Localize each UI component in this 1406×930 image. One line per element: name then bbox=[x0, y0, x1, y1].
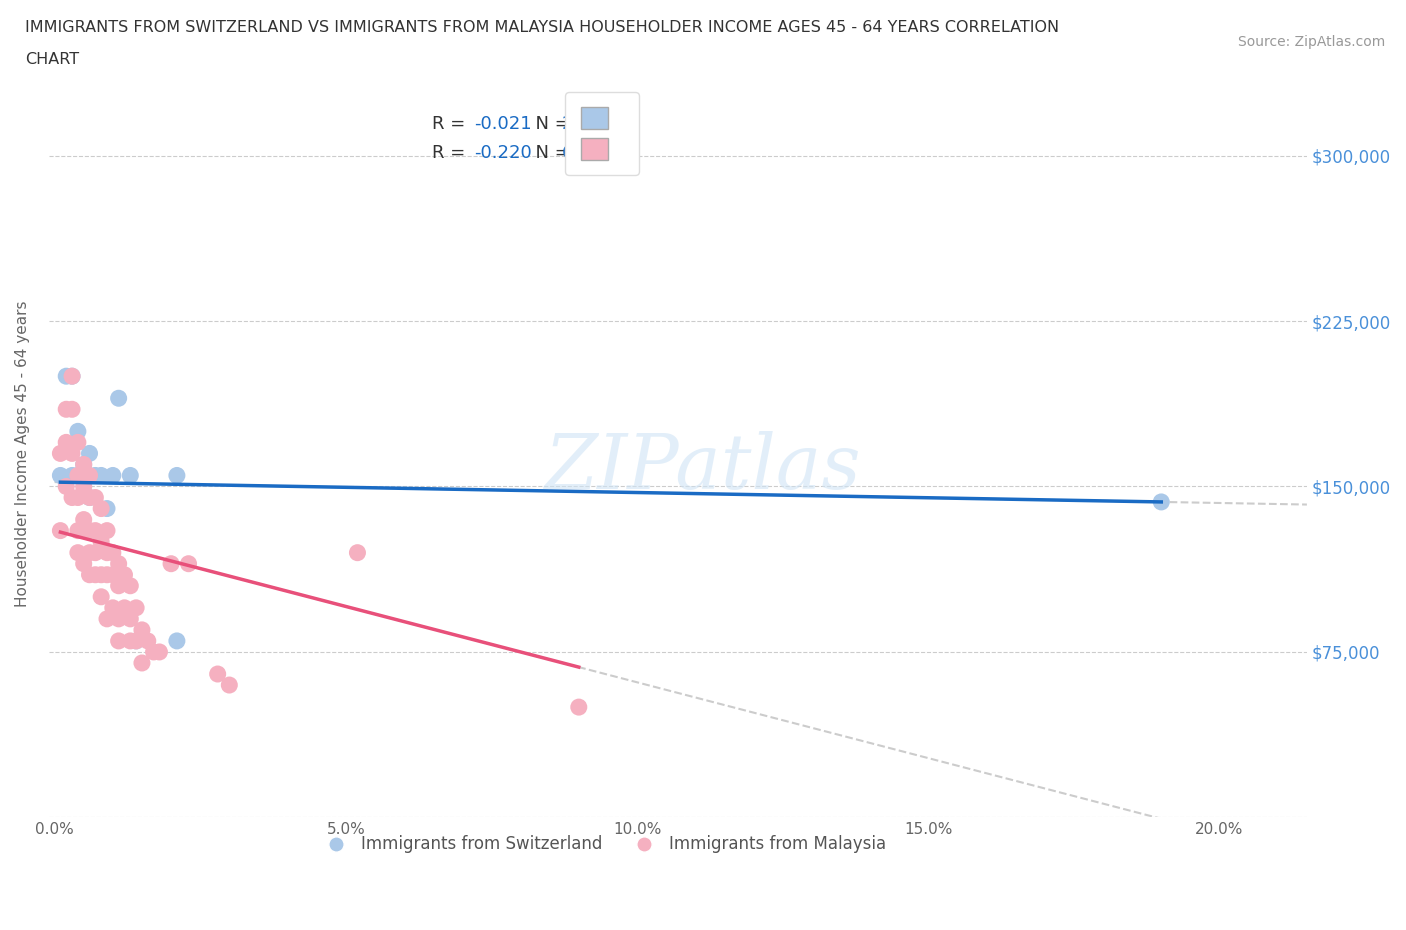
Legend: Immigrants from Switzerland, Immigrants from Malaysia: Immigrants from Switzerland, Immigrants … bbox=[312, 829, 893, 860]
Point bbox=[120, 633, 142, 648]
Point bbox=[120, 468, 142, 483]
Point bbox=[60, 369, 83, 384]
Text: N =: N = bbox=[524, 115, 576, 133]
Point bbox=[107, 556, 129, 571]
Text: IMMIGRANTS FROM SWITZERLAND VS IMMIGRANTS FROM MALAYSIA HOUSEHOLDER INCOME AGES : IMMIGRANTS FROM SWITZERLAND VS IMMIGRANT… bbox=[25, 20, 1060, 35]
Point bbox=[55, 402, 77, 417]
Point bbox=[73, 468, 96, 483]
Point bbox=[90, 501, 112, 516]
Point bbox=[125, 601, 148, 616]
Point bbox=[73, 556, 96, 571]
Point bbox=[160, 556, 183, 571]
Point bbox=[125, 633, 148, 648]
Text: 60: 60 bbox=[562, 144, 585, 162]
Point bbox=[66, 524, 89, 538]
Point bbox=[131, 622, 153, 637]
Point bbox=[66, 468, 89, 483]
Y-axis label: Householder Income Ages 45 - 64 years: Householder Income Ages 45 - 64 years bbox=[15, 300, 30, 606]
Point bbox=[60, 402, 83, 417]
Point bbox=[101, 567, 124, 582]
Point bbox=[207, 667, 229, 682]
Point bbox=[66, 435, 89, 450]
Point bbox=[218, 678, 240, 693]
Point bbox=[96, 545, 118, 560]
Point bbox=[60, 490, 83, 505]
Point bbox=[90, 468, 112, 483]
Point bbox=[84, 567, 107, 582]
Point bbox=[66, 468, 89, 483]
Text: R =: R = bbox=[433, 115, 471, 133]
Point bbox=[120, 611, 142, 626]
Point bbox=[107, 391, 129, 405]
Point bbox=[166, 633, 188, 648]
Point bbox=[90, 590, 112, 604]
Point bbox=[96, 567, 118, 582]
Point bbox=[49, 468, 72, 483]
Text: ZIPatlas: ZIPatlas bbox=[544, 431, 862, 505]
Text: N =: N = bbox=[524, 144, 576, 162]
Point bbox=[114, 601, 136, 616]
Point bbox=[79, 545, 101, 560]
Point bbox=[142, 644, 165, 659]
Point bbox=[84, 545, 107, 560]
Point bbox=[60, 369, 83, 384]
Point bbox=[73, 457, 96, 472]
Point bbox=[60, 446, 83, 461]
Text: R =: R = bbox=[433, 144, 471, 162]
Point bbox=[84, 490, 107, 505]
Point bbox=[73, 479, 96, 494]
Text: -0.021: -0.021 bbox=[474, 115, 531, 133]
Text: 22: 22 bbox=[562, 115, 585, 133]
Point bbox=[79, 567, 101, 582]
Point bbox=[49, 446, 72, 461]
Point bbox=[90, 567, 112, 582]
Point bbox=[73, 512, 96, 527]
Text: -0.220: -0.220 bbox=[474, 144, 531, 162]
Point bbox=[55, 369, 77, 384]
Point bbox=[60, 468, 83, 483]
Point bbox=[49, 524, 72, 538]
Point bbox=[79, 490, 101, 505]
Point bbox=[148, 644, 170, 659]
Point bbox=[177, 556, 200, 571]
Point bbox=[101, 545, 124, 560]
Point bbox=[55, 479, 77, 494]
Text: CHART: CHART bbox=[25, 52, 79, 67]
Point bbox=[66, 424, 89, 439]
Point bbox=[55, 435, 77, 450]
Point bbox=[1150, 495, 1173, 510]
Point bbox=[131, 656, 153, 671]
Point bbox=[101, 601, 124, 616]
Point bbox=[79, 446, 101, 461]
Point bbox=[79, 490, 101, 505]
Point bbox=[120, 578, 142, 593]
Point bbox=[114, 567, 136, 582]
Point bbox=[66, 545, 89, 560]
Point bbox=[96, 501, 118, 516]
Point bbox=[96, 611, 118, 626]
Point bbox=[96, 524, 118, 538]
Point bbox=[107, 611, 129, 626]
Point bbox=[166, 468, 188, 483]
Point bbox=[125, 633, 148, 648]
Point bbox=[66, 490, 89, 505]
Point bbox=[79, 524, 101, 538]
Point bbox=[346, 545, 368, 560]
Point bbox=[73, 457, 96, 472]
Point bbox=[79, 468, 101, 483]
Point bbox=[107, 633, 129, 648]
Point bbox=[84, 524, 107, 538]
Point bbox=[136, 633, 159, 648]
Point bbox=[107, 578, 129, 593]
Point bbox=[101, 468, 124, 483]
Point bbox=[90, 534, 112, 549]
Point bbox=[84, 468, 107, 483]
Point bbox=[568, 699, 591, 714]
Text: Source: ZipAtlas.com: Source: ZipAtlas.com bbox=[1237, 35, 1385, 49]
